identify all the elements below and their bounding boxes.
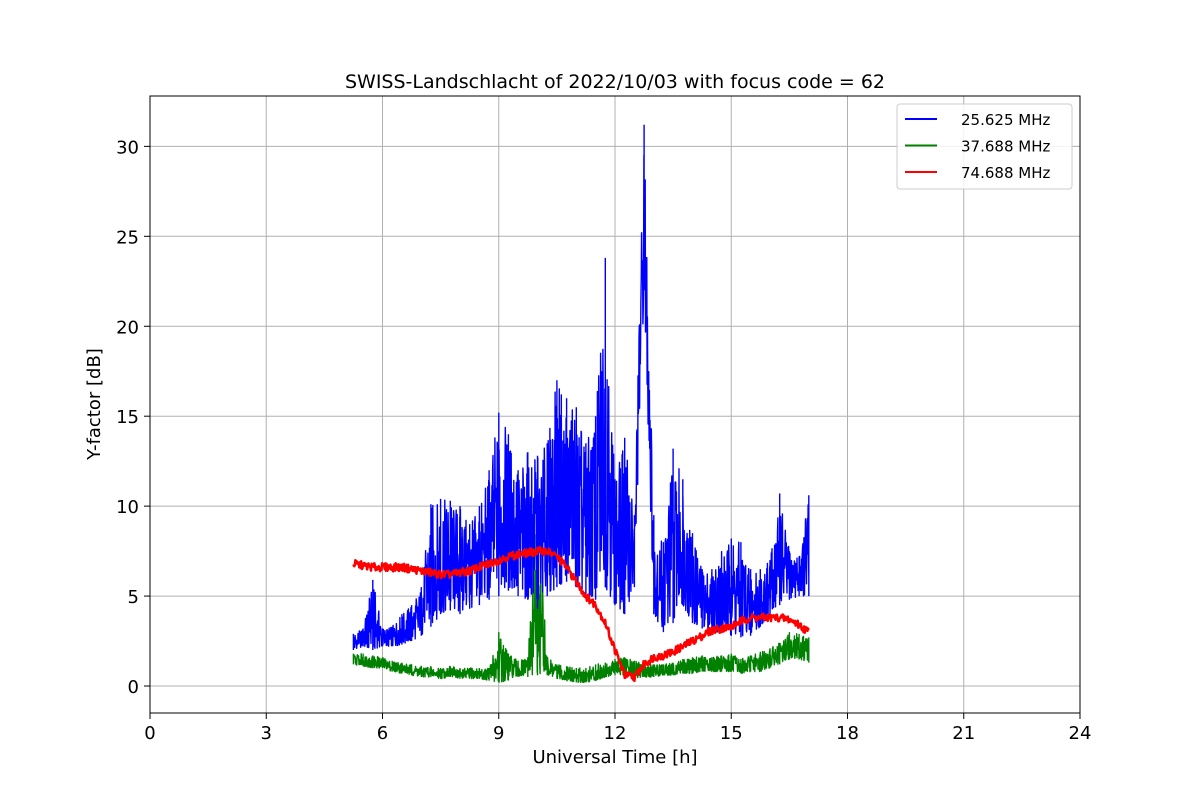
series-74-688: [352, 545, 810, 683]
legend-box: [896, 103, 1073, 190]
y-tick-label: 30: [116, 137, 139, 158]
series-25-625: [352, 124, 810, 650]
x-tick-label: 18: [836, 723, 859, 744]
y-tick-label: 20: [116, 317, 139, 338]
series-line: [352, 545, 810, 683]
legend: 25.625 MHz 37.688 MHz 74.688 MHz: [896, 103, 1073, 190]
y-tick-label: 15: [116, 407, 139, 428]
axis-ticks: 0 3 6 9 12 15 18 21 24 0 5 10 15 20 25 30: [116, 137, 1091, 744]
x-tick-label: 9: [493, 723, 504, 744]
y-tick-label: 0: [128, 677, 139, 698]
y-axis-label: Y-factor [dB]: [84, 348, 105, 461]
legend-label: 74.688 MHz: [961, 164, 1050, 182]
x-tick-label: 15: [720, 723, 743, 744]
x-tick-label: 12: [604, 723, 627, 744]
x-tick-label: 21: [952, 723, 975, 744]
series-line: [352, 504, 810, 684]
x-tick-label: 24: [1069, 723, 1092, 744]
x-axis-label: Universal Time [h]: [532, 747, 697, 768]
series-group: [352, 124, 810, 684]
x-tick-label: 6: [377, 723, 388, 744]
y-tick-label: 25: [116, 227, 139, 248]
legend-label: 37.688 MHz: [961, 138, 1050, 156]
y-tick-label: 10: [116, 497, 139, 518]
x-tick-label: 0: [144, 723, 155, 744]
y-tick-label: 5: [128, 587, 139, 608]
series-37-688: [352, 504, 810, 684]
x-tick-label: 3: [261, 723, 272, 744]
legend-label: 25.625 MHz: [961, 111, 1050, 129]
chart-title: SWISS-Landschlacht of 2022/10/03 with fo…: [345, 71, 885, 93]
series-line: [352, 124, 810, 650]
grid: [149, 96, 1081, 713]
